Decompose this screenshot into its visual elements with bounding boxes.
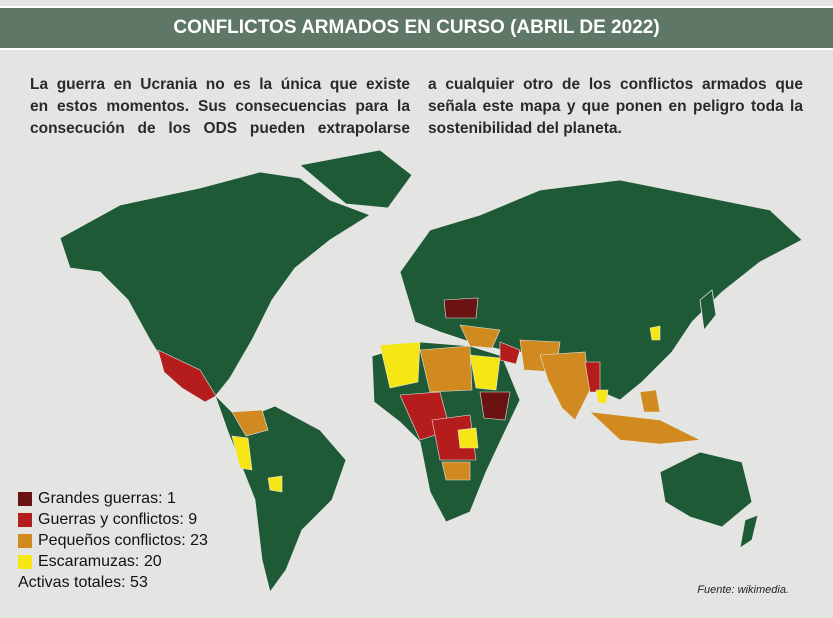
legend-item: Escaramuzas: 20 xyxy=(18,551,208,572)
intro-line: en estos momentos. Sus consecuencias par… xyxy=(30,98,410,115)
legend: Grandes guerras: 1 Guerras y conflictos: … xyxy=(18,488,208,593)
legend-swatch xyxy=(18,533,32,548)
intro-line: consecución de los ODS pueden extrapolar… xyxy=(30,120,410,137)
source-note: Fuente: wikimedia. xyxy=(697,584,789,596)
legend-swatch xyxy=(18,491,32,506)
legend-label: Guerras y conflictos: 9 xyxy=(38,511,198,528)
intro-left: La guerra en Ucrania no es la única que … xyxy=(30,74,410,140)
legend-swatch xyxy=(18,554,32,569)
legend-label: Escaramuzas: 20 xyxy=(38,553,162,570)
intro-right: a cualquier otro de los conflictos armad… xyxy=(428,74,803,140)
header-title: CONFLICTOS ARMADOS EN CURSO (ABRIL DE 20… xyxy=(0,6,833,50)
legend-swatch xyxy=(18,512,32,527)
legend-total: Activas totales: 53 xyxy=(18,574,148,591)
intro-line: sostenibilidad del planeta. xyxy=(428,120,622,137)
intro-line: señala este mapa y que ponen en peligro … xyxy=(428,98,803,115)
legend-item: Grandes guerras: 1 xyxy=(18,488,208,509)
intro-line: a cualquier otro de los conflictos armad… xyxy=(428,76,803,93)
legend-item: Pequeños conflictos: 23 xyxy=(18,530,208,551)
legend-label: Pequeños conflictos: 23 xyxy=(38,532,208,549)
intro-line: La guerra en Ucrania no es la única que … xyxy=(30,76,410,93)
legend-item: Guerras y conflictos: 9 xyxy=(18,509,208,530)
legend-label: Grandes guerras: 1 xyxy=(38,490,176,507)
